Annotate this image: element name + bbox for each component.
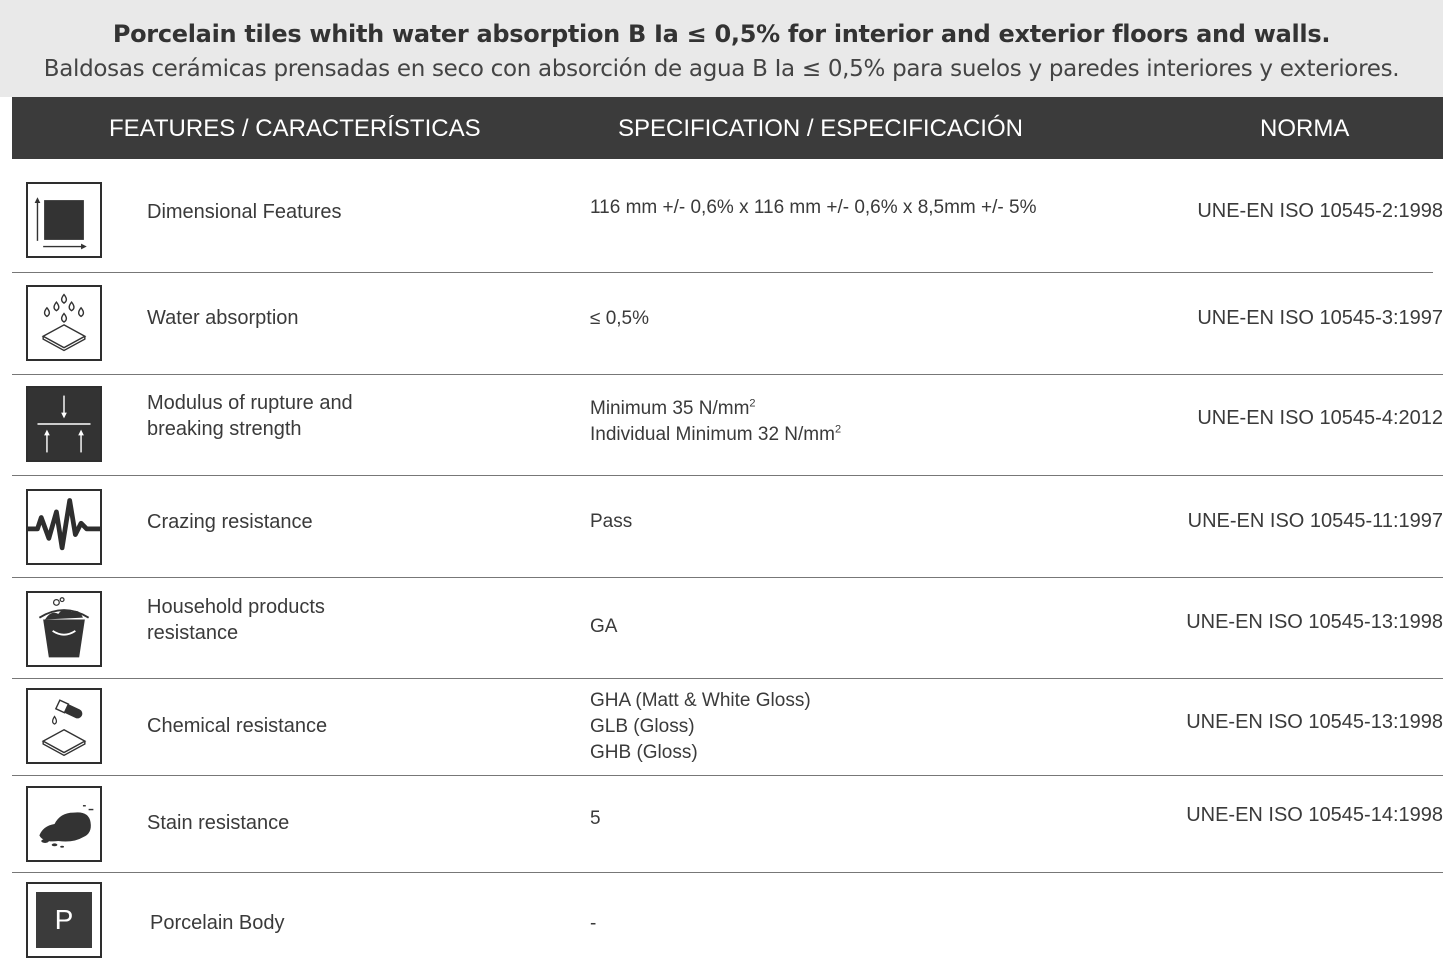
feature-label-line: Household products bbox=[147, 596, 325, 618]
norma-value: UNE-EN ISO 10545-2:1998 bbox=[1197, 200, 1443, 222]
spec-value: Minimum 35 N/mm2 Individual Minimum 32 N… bbox=[590, 396, 841, 448]
title-spanish: Baldosas cerámicas prensadas en seco con… bbox=[43, 56, 1400, 82]
norma-value: UNE-EN ISO 10545-3:1997 bbox=[1197, 307, 1443, 329]
feature-label: Chemical resistance bbox=[147, 715, 328, 737]
spec-line: Minimum 35 N/mm2 bbox=[590, 397, 756, 419]
dimension-icon bbox=[26, 182, 102, 258]
feature-label: Dimensional Features bbox=[147, 201, 342, 223]
water-drops-icon bbox=[26, 285, 102, 361]
feature-label-line: breaking strength bbox=[147, 418, 302, 440]
feature-label: Crazing resistance bbox=[147, 511, 313, 533]
row-divider bbox=[12, 374, 1443, 375]
chemical-icon bbox=[26, 688, 102, 764]
spec-line: GLB (Gloss) bbox=[590, 716, 695, 737]
norma-value: UNE-EN ISO 10545-4:2012 bbox=[1197, 407, 1443, 429]
spec-value: GHA (Matt & White Gloss) GLB (Gloss) GHB… bbox=[590, 688, 811, 766]
title-banner: Porcelain tiles whith water absorption B… bbox=[0, 0, 1443, 97]
spec-value: GA bbox=[590, 616, 618, 637]
feature-label-line: Modulus of rupture and bbox=[147, 392, 353, 414]
row-divider bbox=[12, 775, 1443, 776]
norma-value: UNE-EN ISO 10545-14:1998 bbox=[1186, 804, 1443, 826]
spec-value: 116 mm +/- 0,6% x 116 mm +/- 0,6% x 8,5m… bbox=[590, 197, 1037, 218]
row-divider bbox=[12, 577, 1443, 578]
feature-label: Porcelain Body bbox=[150, 912, 285, 934]
table-header: FEATURES / CARACTERÍSTICAS SPECIFICATION… bbox=[12, 97, 1443, 159]
feature-label: Modulus of rupture and breaking strength bbox=[147, 390, 353, 442]
feature-label: Stain resistance bbox=[147, 812, 290, 834]
column-header-norma: NORMA bbox=[1260, 115, 1350, 142]
column-header-specification: SPECIFICATION / ESPECIFICACIÓN bbox=[618, 115, 1023, 142]
feature-label-line: resistance bbox=[147, 622, 239, 644]
column-header-features: FEATURES / CARACTERÍSTICAS bbox=[109, 115, 481, 142]
row-divider bbox=[12, 475, 1443, 476]
feature-label: Household products resistance bbox=[147, 594, 325, 646]
spec-value: Pass bbox=[590, 511, 633, 532]
spec-line: GHB (Gloss) bbox=[590, 742, 698, 763]
pressure-arrows-icon bbox=[26, 386, 102, 462]
spec-line: GHA (Matt & White Gloss) bbox=[590, 690, 811, 711]
norma-value: UNE-EN ISO 10545-11:1997 bbox=[1187, 510, 1443, 532]
row-divider bbox=[12, 678, 1443, 679]
porcelain-p-icon: P bbox=[26, 882, 102, 958]
title-english: Porcelain tiles whith water absorption B… bbox=[112, 20, 1331, 48]
norma-value: UNE-EN ISO 10545-13:1998 bbox=[1186, 711, 1443, 733]
stain-icon bbox=[26, 786, 102, 862]
norma-value: UNE-EN ISO 10545-13:1998 bbox=[1186, 611, 1443, 633]
bucket-icon bbox=[26, 591, 102, 667]
row-divider bbox=[12, 272, 1433, 273]
porcelain-p-letter: P bbox=[36, 892, 92, 948]
feature-label: Water absorption bbox=[147, 307, 299, 329]
spec-line: Individual Minimum 32 N/mm2 bbox=[590, 423, 842, 445]
spec-value: ≤ 0,5% bbox=[590, 308, 650, 329]
spec-value: - bbox=[590, 913, 597, 934]
pulse-icon bbox=[26, 489, 102, 565]
row-divider bbox=[12, 872, 1443, 873]
spec-value: 5 bbox=[590, 808, 601, 829]
